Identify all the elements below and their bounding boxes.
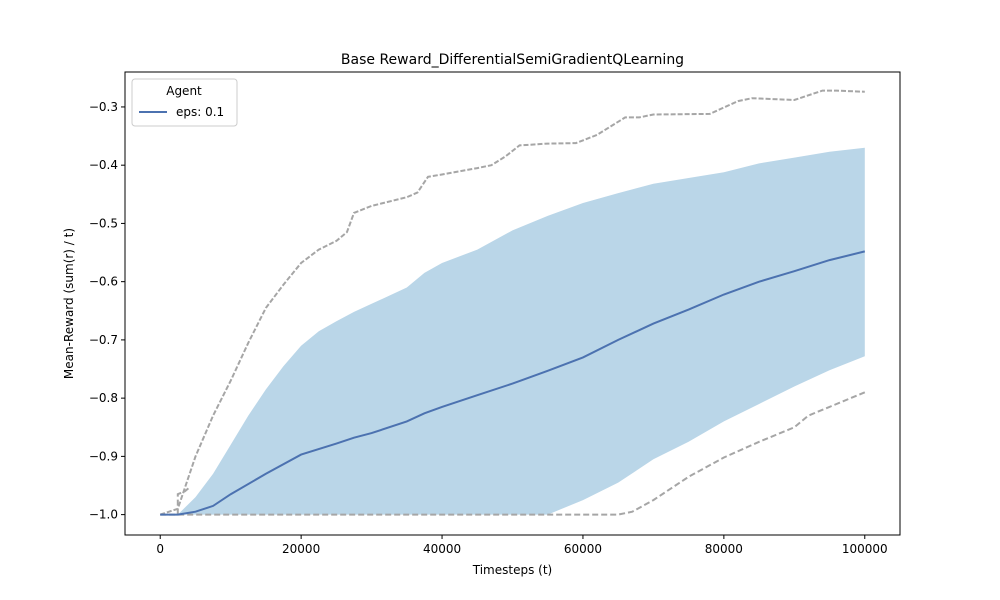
early-spike-line <box>176 487 190 515</box>
y-tick-label: −0.7 <box>89 333 118 347</box>
series-line-mean <box>160 250 866 516</box>
x-tick-label: 80000 <box>705 542 743 556</box>
legend-box <box>131 78 238 127</box>
max-line <box>159 89 865 516</box>
x-tick-label: 20000 <box>282 542 320 556</box>
y-tick-label: −0.8 <box>89 391 118 405</box>
x-axis-label: Timesteps (t) <box>472 563 552 577</box>
y-tick-label: −0.6 <box>89 275 118 289</box>
std-band <box>177 147 865 515</box>
y-tick-label: −0.9 <box>89 449 118 463</box>
axes-frame <box>124 71 901 536</box>
legend: Agent eps: 0.1 <box>131 78 238 127</box>
legend-title: Agent <box>166 84 202 98</box>
y-tick-label: −0.5 <box>89 216 118 230</box>
y-tick-label: −0.3 <box>89 100 118 114</box>
x-tick-label: 0 <box>156 542 164 556</box>
plot-area <box>159 89 866 516</box>
x-tick-label: 40000 <box>423 542 461 556</box>
min-line <box>160 391 866 516</box>
y-tick-label: −0.4 <box>89 158 118 172</box>
x-tick-label: 100000 <box>842 542 888 556</box>
y-axis-label: Mean-Reward (sum(r) / t) <box>62 228 76 379</box>
legend-entry: eps: 0.1 <box>176 105 224 119</box>
ticks: 0 20000 40000 60000 80000 100000 −1.0 −0.9 −0.8 −… <box>89 100 888 556</box>
x-tick-label: 60000 <box>564 542 602 556</box>
chart-title: Base Reward_DifferentialSemiGradientQLea… <box>341 52 684 68</box>
y-tick-label: −1.0 <box>89 508 118 522</box>
